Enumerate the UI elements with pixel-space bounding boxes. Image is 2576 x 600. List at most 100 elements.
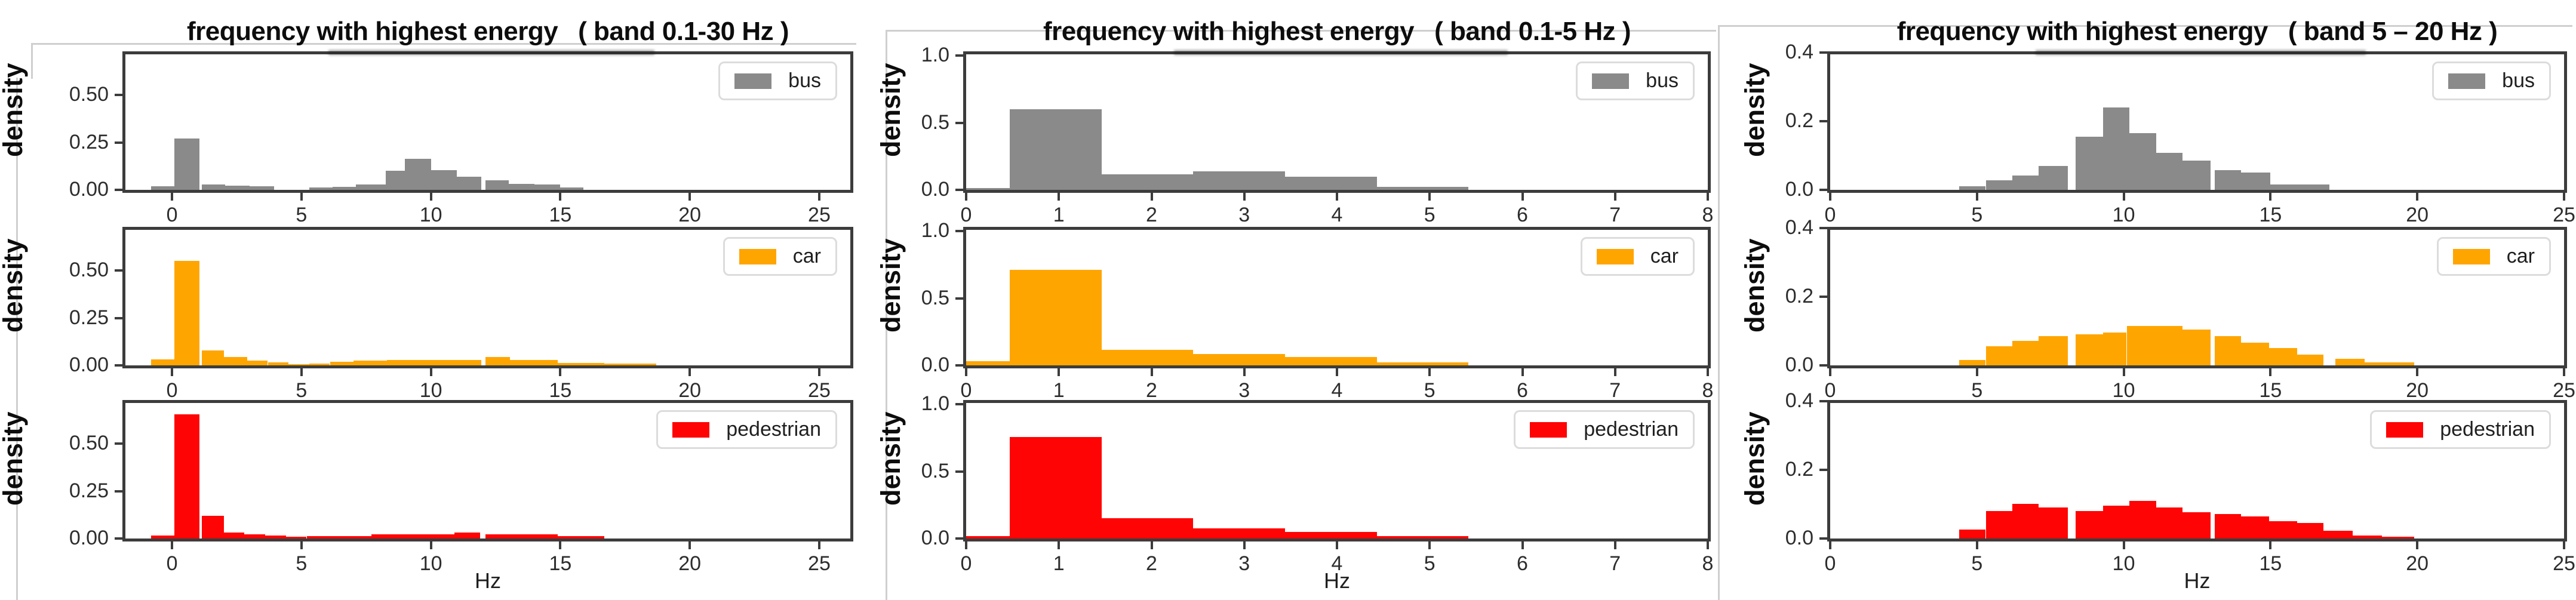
x-tick-label: 5 <box>296 552 308 575</box>
y-tick-mark <box>115 94 122 97</box>
x-tick-label: 15 <box>549 379 572 402</box>
y-tick-mark <box>115 269 122 272</box>
y-tick-label: 0.50 <box>69 432 109 455</box>
chart-title-band: ( band 0.1-5 Hz ) <box>1434 17 1631 46</box>
x-tick-mark <box>965 193 967 201</box>
x-tick-label: 20 <box>2406 379 2429 402</box>
x-tick-label: 8 <box>1702 204 1714 226</box>
x-tick-mark <box>2416 368 2419 376</box>
x-tick-mark <box>2269 368 2272 376</box>
histogram-bar <box>309 363 330 365</box>
y-tick-label: 0.50 <box>69 83 109 106</box>
histogram-bar <box>2103 505 2130 539</box>
x-tick-label: 20 <box>678 204 702 226</box>
document-border-line <box>1718 25 1720 600</box>
x-tick-label: 10 <box>2112 204 2135 226</box>
x-axis-label: Hz <box>475 568 501 593</box>
x-tick-label: 10 <box>2112 552 2135 575</box>
histogram-bar <box>431 170 457 190</box>
histogram-bar <box>2075 510 2104 539</box>
x-tick-mark <box>688 368 691 376</box>
histogram-bar <box>1101 350 1194 365</box>
x-tick-mark <box>2416 193 2419 201</box>
y-tick-label: 0.0 <box>1785 527 1813 549</box>
x-tick-label: 15 <box>549 204 572 226</box>
y-tick-label: 0.25 <box>69 130 109 153</box>
histogram-bar <box>309 187 333 190</box>
histogram-bar <box>1010 109 1102 190</box>
x-tick-label: 2 <box>1146 204 1157 226</box>
y-tick-mark <box>115 316 122 319</box>
y-tick-label: 0.5 <box>921 110 949 134</box>
x-tick-mark <box>1058 193 1060 201</box>
clipped-text-artifact <box>2036 50 2366 55</box>
histogram-bar <box>1193 171 1286 190</box>
histogram-bar <box>1376 536 1469 539</box>
y-tick-mark <box>115 141 122 144</box>
histogram-bar <box>1010 270 1102 365</box>
histogram-bar <box>2215 513 2242 539</box>
x-tick-mark <box>300 541 303 549</box>
x-tick-label: 5 <box>1971 204 1983 226</box>
histogram-bar <box>1985 346 2012 365</box>
x-tick-mark <box>1428 368 1431 376</box>
histogram-bar <box>534 184 561 190</box>
x-tick-mark <box>559 541 562 549</box>
x-tick-mark <box>1521 193 1524 201</box>
y-axis-label: density <box>0 411 28 506</box>
histogram-bar <box>2241 343 2269 365</box>
histogram-bar <box>250 186 275 190</box>
y-tick-label: 0.00 <box>69 353 109 376</box>
legend: bus <box>1576 61 1695 100</box>
x-tick-label: 3 <box>1238 379 1250 402</box>
x-tick-label: 7 <box>1609 379 1621 402</box>
histogram-bar <box>223 356 247 365</box>
x-tick-label: 0 <box>960 204 972 226</box>
x-tick-mark <box>2563 193 2565 201</box>
y-tick-label: 0.2 <box>1785 109 1813 132</box>
legend: pedestrian <box>656 410 837 449</box>
y-tick-mark <box>115 189 122 191</box>
histogram-bar <box>353 361 387 365</box>
y-tick-label: 0.4 <box>1785 389 1813 412</box>
chart-title-band: ( band 0.1-30 Hz ) <box>578 17 789 46</box>
x-tick-label: 1 <box>1053 204 1065 226</box>
x-tick-mark <box>1707 368 1709 376</box>
histogram-bar <box>223 532 245 539</box>
x-tick-label: 0 <box>166 552 178 575</box>
legend-label: bus <box>788 69 821 92</box>
x-tick-mark <box>2122 193 2125 201</box>
x-tick-mark <box>300 193 303 201</box>
clipped-text-artifact <box>328 50 655 55</box>
histogram-bar <box>1285 176 1377 190</box>
legend-color-patch <box>739 248 776 264</box>
x-tick-label: 8 <box>1702 552 1714 575</box>
histogram-bar <box>1285 357 1377 365</box>
y-tick-mark <box>1819 51 1827 54</box>
x-tick-mark <box>1975 368 1978 376</box>
document-border-line <box>1719 25 2572 27</box>
histogram-bar <box>2268 348 2297 365</box>
x-tick-label: 6 <box>1517 552 1528 575</box>
histogram-bar <box>247 361 268 365</box>
histogram-bar <box>2012 175 2039 190</box>
y-tick-mark <box>1819 119 1827 122</box>
histogram-bar <box>1376 362 1469 365</box>
x-tick-mark <box>2269 193 2272 201</box>
x-tick-mark <box>300 368 303 376</box>
y-tick-label: 0.50 <box>69 259 109 282</box>
x-tick-label: 3 <box>1238 552 1250 575</box>
histogram-bar <box>604 364 656 365</box>
x-tick-label: 25 <box>2553 204 2575 226</box>
histogram-bar <box>385 171 405 190</box>
histogram-bar <box>1959 359 1986 365</box>
x-tick-label: 0 <box>166 204 178 226</box>
y-tick-mark <box>955 189 963 191</box>
document-border-line <box>886 30 1716 32</box>
x-tick-mark <box>1521 541 1524 549</box>
plot-inner: bus <box>966 54 1708 190</box>
histogram-bar <box>2335 358 2365 365</box>
x-tick-label: 10 <box>2112 379 2135 402</box>
plot-area: bus <box>122 51 853 193</box>
histogram-bar <box>485 534 558 539</box>
